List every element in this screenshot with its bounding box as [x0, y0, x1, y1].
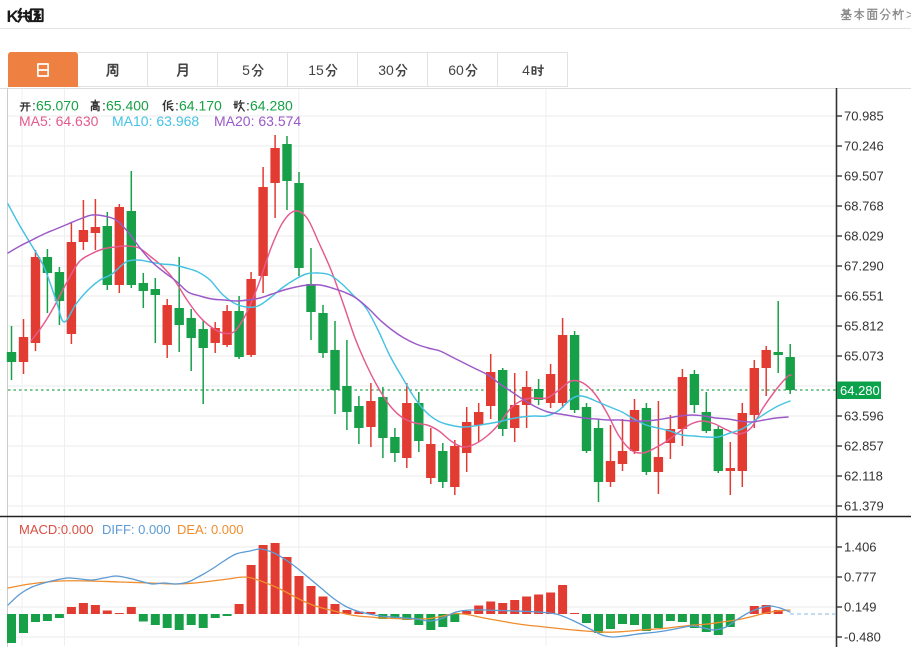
- svg-text:-0.480: -0.480: [844, 630, 881, 645]
- svg-text:64.170: 64.170: [179, 98, 222, 114]
- svg-text:66.551: 66.551: [844, 289, 884, 304]
- svg-text:70.246: 70.246: [844, 139, 884, 154]
- svg-text:63.596: 63.596: [844, 409, 884, 424]
- svg-text:65.812: 65.812: [844, 319, 884, 334]
- svg-text:0.777: 0.777: [844, 570, 877, 585]
- svg-text:69.507: 69.507: [844, 169, 884, 184]
- svg-text:67.290: 67.290: [844, 259, 884, 274]
- svg-text::: :: [175, 98, 179, 114]
- svg-text:65.070: 65.070: [36, 98, 79, 114]
- svg-text:DIFF: 0.000: DIFF: 0.000: [102, 522, 171, 537]
- svg-text:65.400: 65.400: [106, 98, 149, 114]
- svg-text::: :: [102, 98, 106, 114]
- svg-text:70.985: 70.985: [844, 109, 884, 124]
- svg-text:MA10: 63.968: MA10: 63.968: [112, 113, 199, 129]
- svg-text:62.857: 62.857: [844, 439, 884, 454]
- svg-text:65.073: 65.073: [844, 349, 884, 364]
- svg-text:64.280: 64.280: [840, 383, 880, 398]
- svg-text:68.768: 68.768: [844, 199, 884, 214]
- svg-text:64.280: 64.280: [250, 98, 293, 114]
- svg-text:4: 4: [522, 62, 530, 78]
- svg-text:15: 15: [308, 62, 324, 78]
- svg-text:0.149: 0.149: [844, 600, 877, 615]
- svg-text:MA20: 63.574: MA20: 63.574: [214, 113, 301, 129]
- svg-text:DEA: 0.000: DEA: 0.000: [177, 522, 244, 537]
- svg-text:61.379: 61.379: [844, 499, 884, 514]
- svg-text:>: >: [906, 7, 911, 22]
- svg-text:MA5: 64.630: MA5: 64.630: [19, 113, 99, 129]
- svg-text:1.406: 1.406: [844, 540, 877, 555]
- svg-text:K: K: [7, 7, 20, 26]
- svg-text:60: 60: [448, 62, 464, 78]
- svg-text::: :: [246, 98, 250, 114]
- svg-text::: :: [32, 98, 36, 114]
- svg-text:68.029: 68.029: [844, 229, 884, 244]
- svg-text:5: 5: [242, 62, 250, 78]
- svg-text:62.118: 62.118: [844, 469, 883, 484]
- svg-text:30: 30: [378, 62, 394, 78]
- svg-text:MACD:0.000: MACD:0.000: [19, 522, 93, 537]
